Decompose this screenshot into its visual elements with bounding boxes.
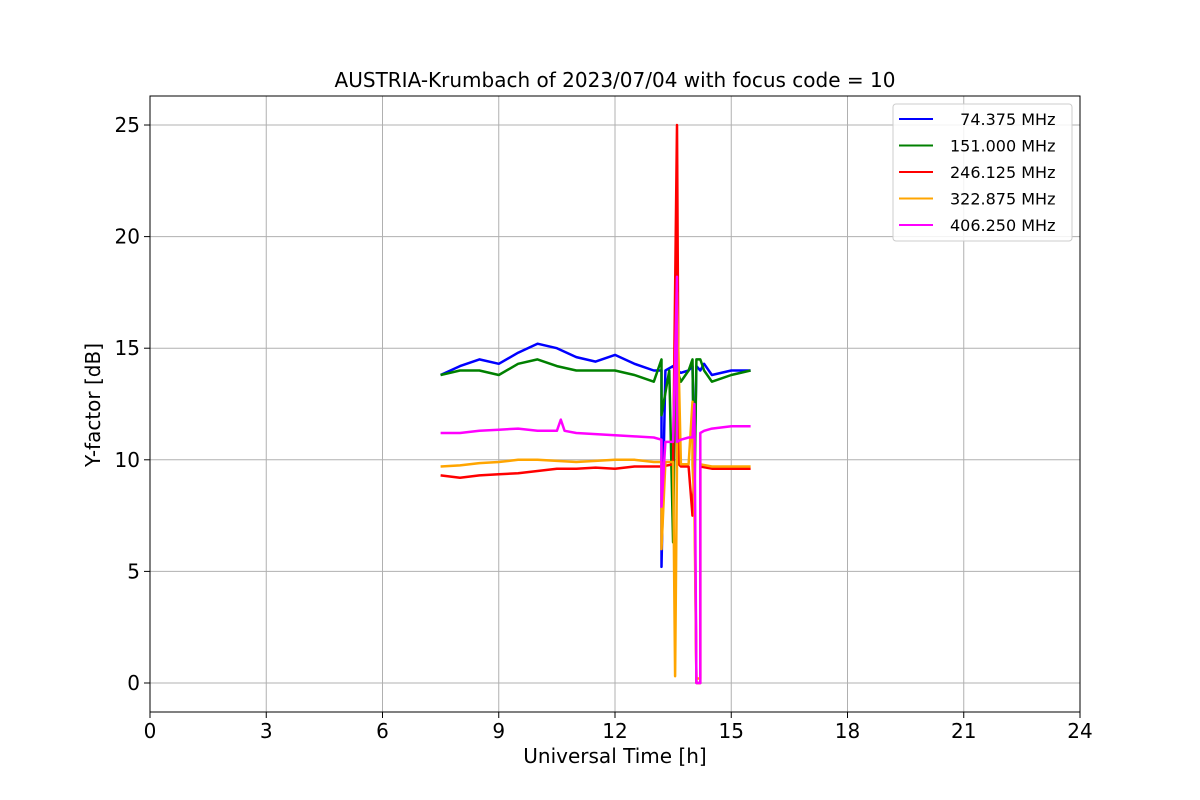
legend-label-3: 246.125 MHz <box>950 163 1055 182</box>
legend: 74.375 MHz 151.000 MHz 246.125 MHz 322.875 … <box>892 103 1073 242</box>
x-tick-label: 12 <box>602 719 627 743</box>
x-tick-label: 21 <box>951 719 976 743</box>
legend-label-2: 151.000 MHz <box>950 137 1055 156</box>
y-axis-label: Y-factor [dB] <box>81 343 105 468</box>
legend-label-5: 406.250 MHz <box>950 216 1055 235</box>
series-line-1 <box>440 163 751 569</box>
legend-box <box>892 103 1073 242</box>
x-axis-label: Universal Time [h] <box>523 744 706 768</box>
x-tick-label: 3 <box>260 719 273 743</box>
x-tick-label: 18 <box>835 719 860 743</box>
legend-label-4: 322.875 MHz <box>950 190 1055 209</box>
x-tick-label: 15 <box>719 719 744 743</box>
y-tick-label: 5 <box>127 559 140 583</box>
y-tick-label: 10 <box>115 448 140 472</box>
chart-title: AUSTRIA-Krumbach of 2023/07/04 with focu… <box>335 68 896 92</box>
y-tick-label: 0 <box>127 671 140 695</box>
series-line-5 <box>440 275 751 685</box>
x-tick-label: 9 <box>492 719 505 743</box>
x-tick-label: 0 <box>144 719 157 743</box>
y-axis-ticks: 0 5 10 15 20 25 <box>115 113 150 695</box>
x-tick-label: 6 <box>376 719 389 743</box>
x-tick-label: 24 <box>1067 719 1092 743</box>
x-axis-ticks: 0 3 6 9 12 15 18 21 24 <box>144 712 1093 743</box>
legend-label-1: 74.375 MHz <box>950 110 1055 129</box>
y-tick-label: 15 <box>115 336 140 360</box>
series-line-2 <box>440 358 751 544</box>
y-tick-label: 25 <box>115 113 140 137</box>
series-layer <box>440 123 751 685</box>
y-tick-label: 20 <box>115 225 140 249</box>
